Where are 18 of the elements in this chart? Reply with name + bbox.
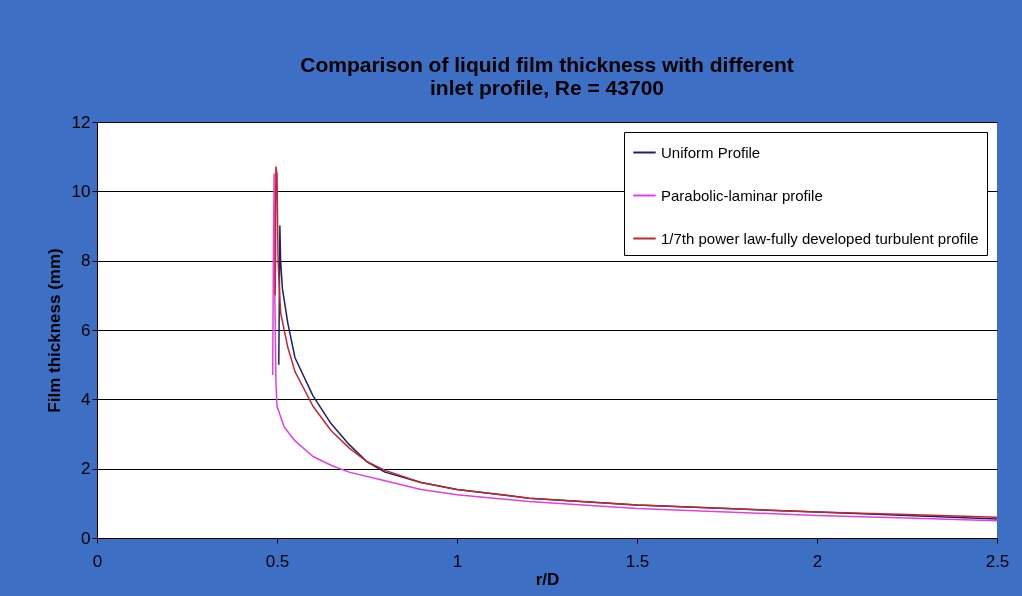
- y-tick-label: 2: [81, 459, 91, 479]
- chart-title: Comparison of liquid film thickness with different inlet profile, Re = 43700: [300, 53, 794, 99]
- x-tick-label: 0.5: [265, 551, 290, 571]
- x-tick-label: 2.5: [985, 551, 1010, 571]
- y-tick-label: 6: [81, 320, 91, 340]
- x-tick-label: 1.5: [625, 551, 650, 571]
- x-tick-label: 2: [812, 551, 823, 571]
- y-tick-label: 12: [71, 112, 91, 132]
- legend-label: 1/7th power law-fully developed turbulent profile: [661, 229, 979, 247]
- y-tick-label: 8: [81, 251, 91, 271]
- x-tick-label: 1: [452, 551, 463, 571]
- legend-label: Parabolic-laminar profile: [661, 186, 823, 204]
- legend-label: Uniform Profile: [661, 143, 761, 161]
- y-tick-label: 0: [81, 528, 91, 548]
- y-tick-label: 10: [71, 181, 91, 201]
- x-axis-title: r/D: [535, 569, 560, 589]
- y-tick-label: 4: [81, 389, 91, 409]
- y-axis-title: Film thickness (mm): [44, 248, 64, 413]
